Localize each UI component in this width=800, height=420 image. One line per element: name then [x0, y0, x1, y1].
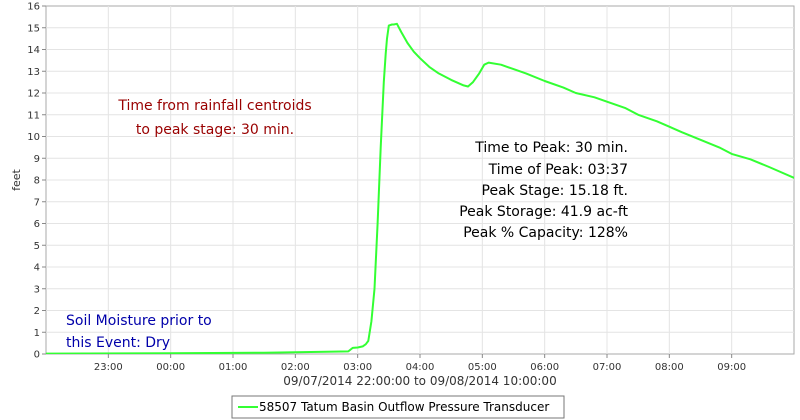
legend-box — [231, 395, 565, 419]
y-tick-label: 10 — [27, 132, 40, 143]
x-tick-label: 04:00 — [406, 362, 435, 373]
rainfall-annotation-line-1: Time from rainfall centroids — [117, 98, 311, 114]
legend-label: 58507 Tatum Basin Outflow Pressure Trans… — [259, 400, 549, 414]
x-tick-label: 00:00 — [156, 362, 185, 373]
legend: 58507 Tatum Basin Outflow Pressure Trans… — [231, 395, 565, 419]
y-tick-label: 14 — [27, 45, 40, 56]
stat-peak-stage: Peak Stage: 15.18 ft. — [482, 183, 628, 199]
stat-time-of-peak: Time of Peak: 03:37 — [488, 162, 628, 178]
y-tick-label: 2 — [34, 306, 40, 317]
y-tick-label: 5 — [34, 241, 40, 252]
series-line — [46, 22, 794, 354]
y-tick-label: 0 — [34, 350, 40, 361]
x-tick-label: 02:00 — [281, 362, 310, 373]
series-layer — [46, 22, 794, 354]
y-tick-label: 11 — [27, 110, 40, 121]
x-tick-label: 08:00 — [655, 362, 684, 373]
y-tick-label: 16 — [27, 2, 40, 13]
rainfall-annotation-line-2: to peak stage: 30 min. — [136, 122, 294, 138]
y-tick-label: 8 — [34, 176, 40, 187]
x-tick-label: 05:00 — [468, 362, 497, 373]
stat-peak-storage: Peak Storage: 41.9 ac-ft — [459, 204, 628, 220]
soil-moisture-line-2: this Event: Dry — [66, 335, 170, 351]
y-tick-label: 12 — [27, 89, 40, 100]
x-tick-label: 03:00 — [343, 362, 372, 373]
y-tick-label: 6 — [34, 219, 40, 230]
y-tick-label: 1 — [34, 328, 40, 339]
y-tick-label: 3 — [34, 284, 40, 295]
x-tick-label: 01:00 — [219, 362, 248, 373]
x-tick-label: 06:00 — [530, 362, 559, 373]
stat-peak-capacity: Peak % Capacity: 128% — [463, 225, 628, 241]
x-tick-label: 07:00 — [593, 362, 622, 373]
y-tick-label: 4 — [34, 263, 40, 274]
y-tick-label: 9 — [34, 154, 40, 165]
y-tick-label: 15 — [27, 23, 40, 34]
x-axis-ticks: 23:00 00:00 01:00 02:00 03:00 04:00 05:00 06:00… — [94, 354, 746, 373]
y-axis-title: feet — [10, 168, 23, 190]
x-axis-title: 09/07/2014 22:00:00 to 09/08/2014 10:00:… — [283, 374, 556, 388]
x-tick-label: 23:00 — [94, 362, 123, 373]
grid-lines — [46, 6, 794, 354]
soil-moisture-line-1: Soil Moisture prior to — [66, 313, 212, 329]
x-tick-label: 09:00 — [717, 362, 746, 373]
stat-time-to-peak: Time to Peak: 30 min. — [474, 140, 628, 156]
y-tick-label: 7 — [34, 197, 40, 208]
y-tick-label: 13 — [27, 67, 40, 78]
